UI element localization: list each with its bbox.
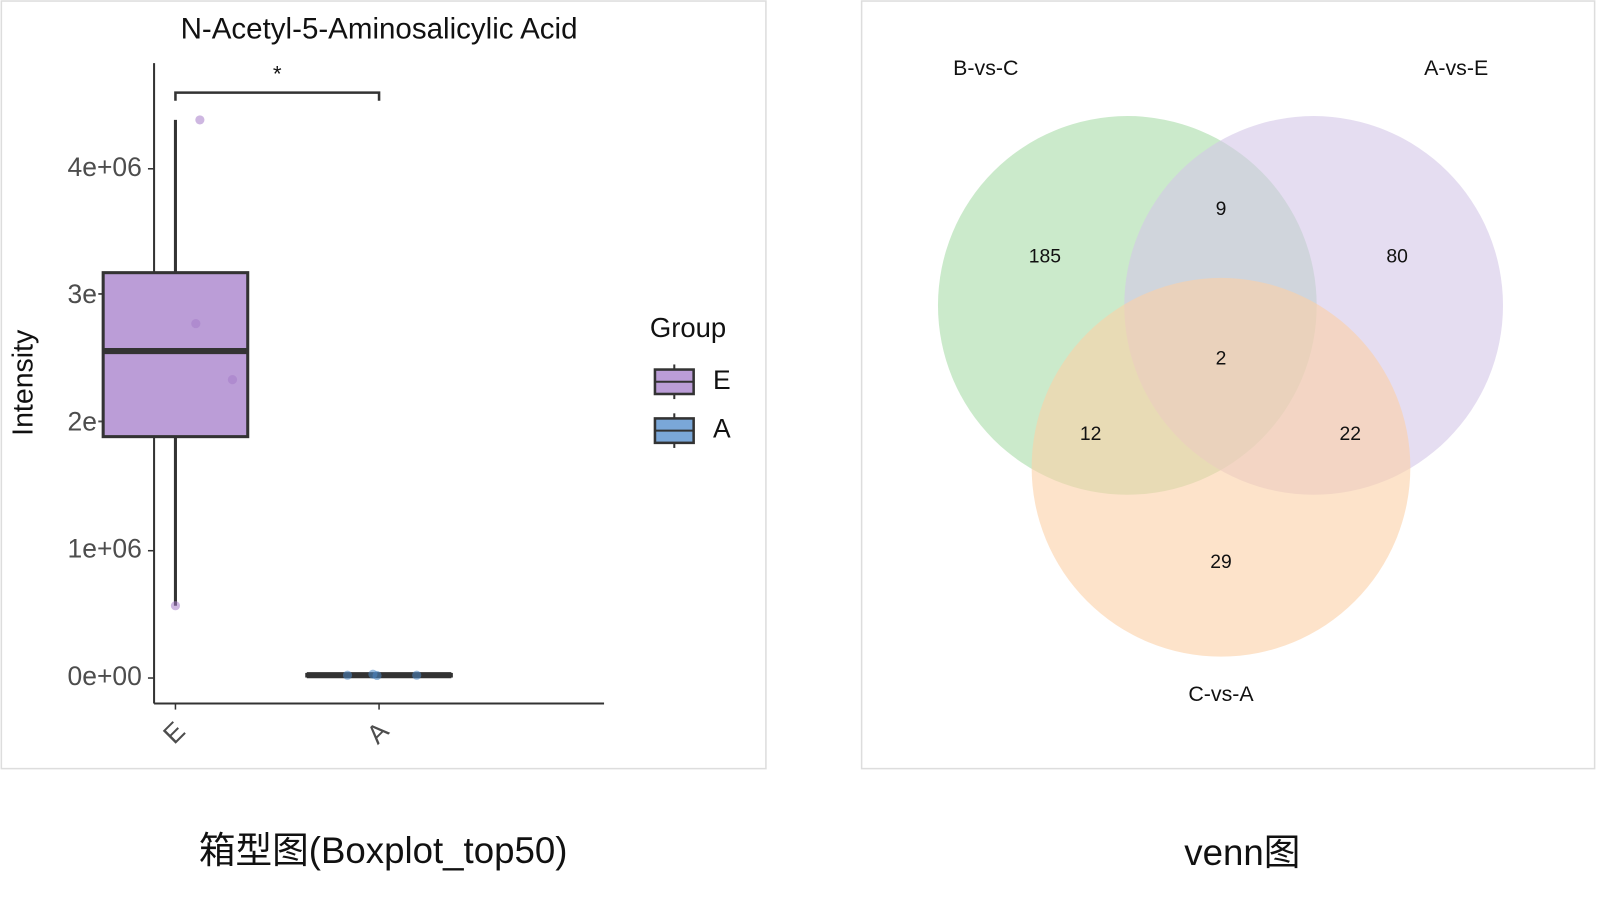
- caption: 箱型图(Boxplot_top50): [199, 830, 568, 871]
- set-label: A-vs-E: [1424, 56, 1488, 80]
- box: [101, 271, 250, 439]
- data-point: [342, 670, 353, 680]
- legend-title: Group: [650, 312, 726, 343]
- legend-label: E: [713, 365, 731, 395]
- y-tick-label: 4e+06: [68, 152, 142, 182]
- significance-label: *: [273, 61, 282, 86]
- venn-set: [1031, 277, 1411, 657]
- legend-label: A: [713, 414, 731, 444]
- y-tick-label: 0e+00: [68, 661, 142, 691]
- data-point: [412, 670, 422, 680]
- region-count: 12: [1080, 423, 1102, 445]
- data-point: [227, 375, 238, 385]
- region-count: 2: [1216, 347, 1227, 369]
- region-count: 185: [1029, 246, 1061, 268]
- data-point: [170, 601, 181, 611]
- chart-title: N-Acetyl-5-Aminosalicylic Acid: [181, 12, 578, 45]
- caption: venn图: [1184, 832, 1300, 873]
- set-label: B-vs-C: [953, 56, 1018, 80]
- y-axis-label: Intensity: [7, 329, 39, 436]
- data-point: [372, 670, 382, 681]
- region-count: 9: [1216, 198, 1227, 220]
- data-point: [195, 115, 205, 125]
- region-count: 29: [1210, 551, 1232, 573]
- set-label: C-vs-A: [1188, 682, 1254, 706]
- y-tick-label: 1e+06: [68, 534, 142, 564]
- region-count: 80: [1386, 246, 1408, 268]
- significance-bracket: [174, 91, 381, 101]
- region-count: 22: [1340, 423, 1362, 445]
- data-point: [191, 319, 201, 329]
